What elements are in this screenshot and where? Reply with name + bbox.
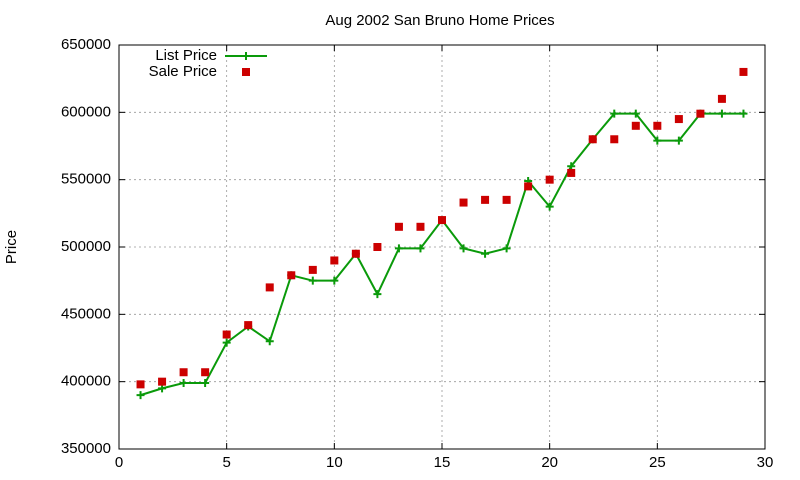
point-marker	[201, 379, 210, 388]
point-marker	[179, 379, 188, 388]
point-marker	[330, 256, 339, 265]
y-tick-label: 350000	[61, 440, 111, 457]
point-marker	[674, 136, 683, 145]
point-marker	[502, 244, 511, 253]
point-marker	[653, 136, 662, 145]
point-marker	[481, 249, 490, 258]
point-marker	[567, 162, 576, 171]
point-marker	[244, 321, 253, 330]
point-marker	[158, 377, 167, 386]
point-marker	[459, 244, 468, 253]
y-tick-label: 600000	[61, 103, 111, 120]
legend-marker	[242, 68, 250, 76]
point-marker	[739, 67, 748, 76]
x-tick-label: 0	[115, 454, 123, 471]
legend-label: Sale Price	[149, 63, 217, 80]
point-marker	[631, 109, 640, 118]
point-marker	[394, 244, 403, 253]
point-marker	[610, 135, 619, 144]
point-marker	[136, 391, 145, 400]
point-marker	[201, 368, 210, 377]
chart-title: Aug 2002 San Bruno Home Prices	[325, 12, 554, 29]
point-marker	[567, 168, 576, 177]
point-marker	[588, 135, 597, 144]
point-marker	[545, 202, 554, 211]
point-marker	[179, 368, 188, 377]
point-marker	[330, 276, 339, 285]
point-marker	[502, 195, 511, 204]
x-tick-label: 10	[326, 454, 343, 471]
point-marker	[610, 109, 619, 118]
point-marker	[373, 243, 382, 251]
point-marker	[416, 244, 425, 253]
point-marker	[653, 121, 662, 130]
point-marker	[717, 109, 726, 118]
x-tick-label: 30	[757, 454, 774, 471]
point-marker	[524, 182, 533, 191]
point-marker	[308, 265, 317, 274]
y-tick-label: 400000	[61, 373, 111, 390]
point-marker	[545, 175, 554, 184]
point-marker	[265, 337, 274, 346]
point-marker	[739, 109, 748, 118]
point-marker	[158, 384, 167, 393]
point-marker	[351, 249, 360, 258]
point-marker	[696, 109, 705, 118]
point-marker	[717, 94, 726, 103]
point-marker	[416, 222, 425, 231]
point-marker	[308, 276, 317, 285]
x-tick-label: 15	[434, 454, 451, 471]
point-marker	[438, 216, 446, 225]
point-marker	[481, 195, 490, 204]
legend-label: List Price	[155, 47, 217, 64]
point-marker	[287, 271, 296, 280]
x-tick-label: 25	[649, 454, 666, 471]
y-axis-label: Price	[3, 230, 20, 264]
point-marker	[674, 115, 683, 124]
point-marker	[222, 338, 231, 347]
point-marker	[631, 121, 640, 130]
point-marker	[136, 380, 145, 389]
y-tick-label: 450000	[61, 305, 111, 322]
point-marker	[222, 330, 231, 339]
plot-frame	[118, 44, 766, 450]
y-tick-label: 550000	[61, 171, 111, 188]
x-tick-label: 20	[541, 454, 558, 471]
point-marker	[394, 222, 403, 231]
x-tick-label: 5	[222, 454, 230, 471]
y-tick-label: 500000	[61, 238, 111, 255]
legend-marker	[242, 52, 250, 60]
point-marker	[373, 290, 382, 299]
y-tick-label: 650000	[61, 36, 111, 53]
point-marker	[265, 283, 274, 292]
point-marker	[459, 198, 468, 207]
